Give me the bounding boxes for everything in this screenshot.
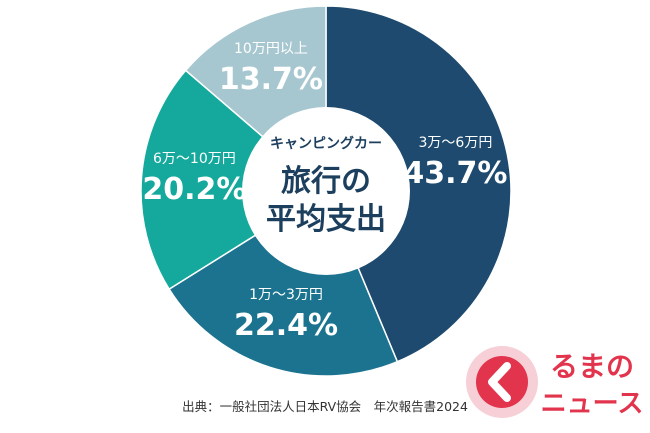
center-title-line-1: キャンピングカー (270, 135, 382, 152)
source-note: 出典：一般社団法人日本RV協会 年次報告書2024 (182, 399, 468, 414)
logo-text-1: るまの (550, 350, 634, 383)
site-logo: るまの ニュース (466, 346, 644, 419)
logo-disc (476, 356, 528, 408)
center-title-line-3: 平均支出 (266, 202, 386, 237)
center-title-line-2: 旅行の (281, 164, 371, 199)
slice-value-label-1: 43.7% (403, 156, 507, 191)
pie-slice-3 (140, 69, 328, 291)
logo-chevron-icon (488, 362, 511, 402)
slice-value-label-4: 13.7% (219, 62, 323, 97)
donut-hole (242, 107, 410, 275)
slice-category-label-4: 10万円以上 (234, 41, 308, 57)
slice-category-label-1: 3万〜6万円 (419, 135, 493, 151)
logo-text-2: ニュース (541, 389, 644, 419)
pie-slice-1 (325, 5, 512, 363)
slice-category-label-3: 6万〜10万円 (153, 151, 236, 167)
slice-value-label-3: 20.2% (142, 172, 246, 207)
slice-category-label-2: 1万〜3万円 (249, 287, 323, 303)
slice-value-label-2: 22.4% (234, 308, 338, 343)
